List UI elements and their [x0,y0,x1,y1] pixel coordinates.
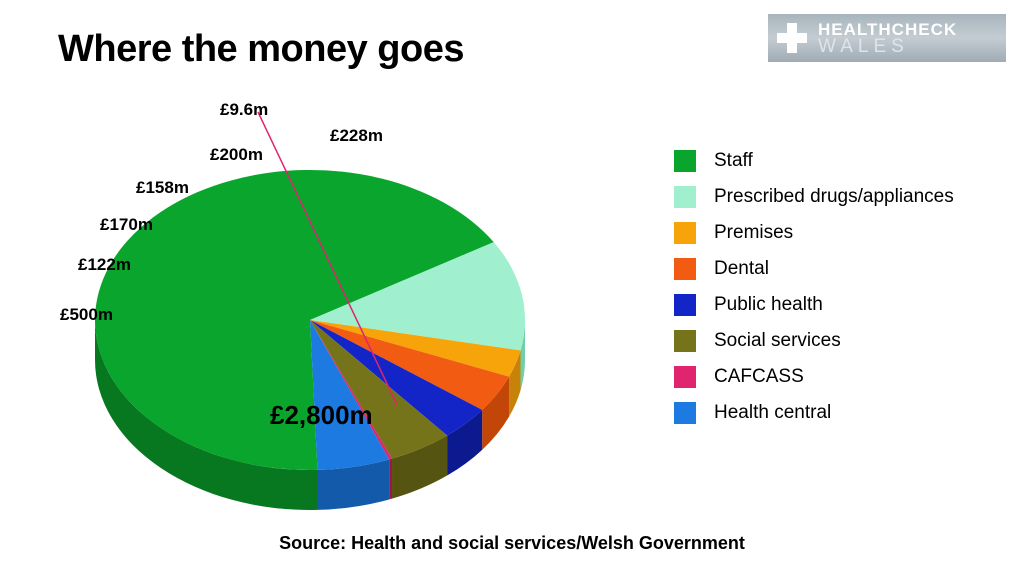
legend-item: Health central [674,402,964,424]
healthcheck-wales-logo: HEALTHCHECK WALES [768,14,1006,62]
legend-item: Dental [674,258,964,280]
legend-label: Social services [714,330,841,352]
slice-label: £170m [100,215,153,235]
legend-item: Public health [674,294,964,316]
legend-item: CAFCASS [674,366,964,388]
legend-swatch [674,402,696,424]
logo-line1: HEALTHCHECK [818,21,957,38]
pie-svg [40,90,580,530]
legend-swatch [674,222,696,244]
slice-label: £200m [210,145,263,165]
legend-swatch [674,150,696,172]
pie-chart: £2,800m £500m £122m £170m £158m £200m £9.6m £22… [40,90,560,510]
legend-item: Staff [674,150,964,172]
legend-swatch [674,366,696,388]
legend-swatch [674,186,696,208]
chart-title: Where the money goes [58,28,464,71]
slice-label: £228m [330,126,383,146]
legend-swatch [674,330,696,352]
slice-label: £2,800m [270,400,373,431]
legend-label: Prescribed drugs/appliances [714,186,954,208]
slice-label: £158m [136,178,189,198]
logo-line2: WALES [818,37,957,56]
legend-item: Social services [674,330,964,352]
slice-label: £9.6m [220,100,268,120]
plus-icon [774,20,810,56]
source-text: Source: Health and social services/Welsh… [0,533,1024,554]
pie-side [389,459,392,500]
slice-label: £500m [60,305,113,325]
logo-text: HEALTHCHECK WALES [818,21,957,56]
legend-swatch [674,294,696,316]
legend-label: Staff [714,150,753,172]
legend-swatch [674,258,696,280]
legend-item: Prescribed drugs/appliances [674,186,964,208]
legend-label: Public health [714,294,823,316]
legend-item: Premises [674,222,964,244]
legend-label: CAFCASS [714,366,804,388]
legend: Staff Prescribed drugs/appliances Premises… [674,150,964,438]
legend-label: Premises [714,222,793,244]
legend-label: Dental [714,258,769,280]
legend-label: Health central [714,402,831,424]
slice-label: £122m [78,255,131,275]
